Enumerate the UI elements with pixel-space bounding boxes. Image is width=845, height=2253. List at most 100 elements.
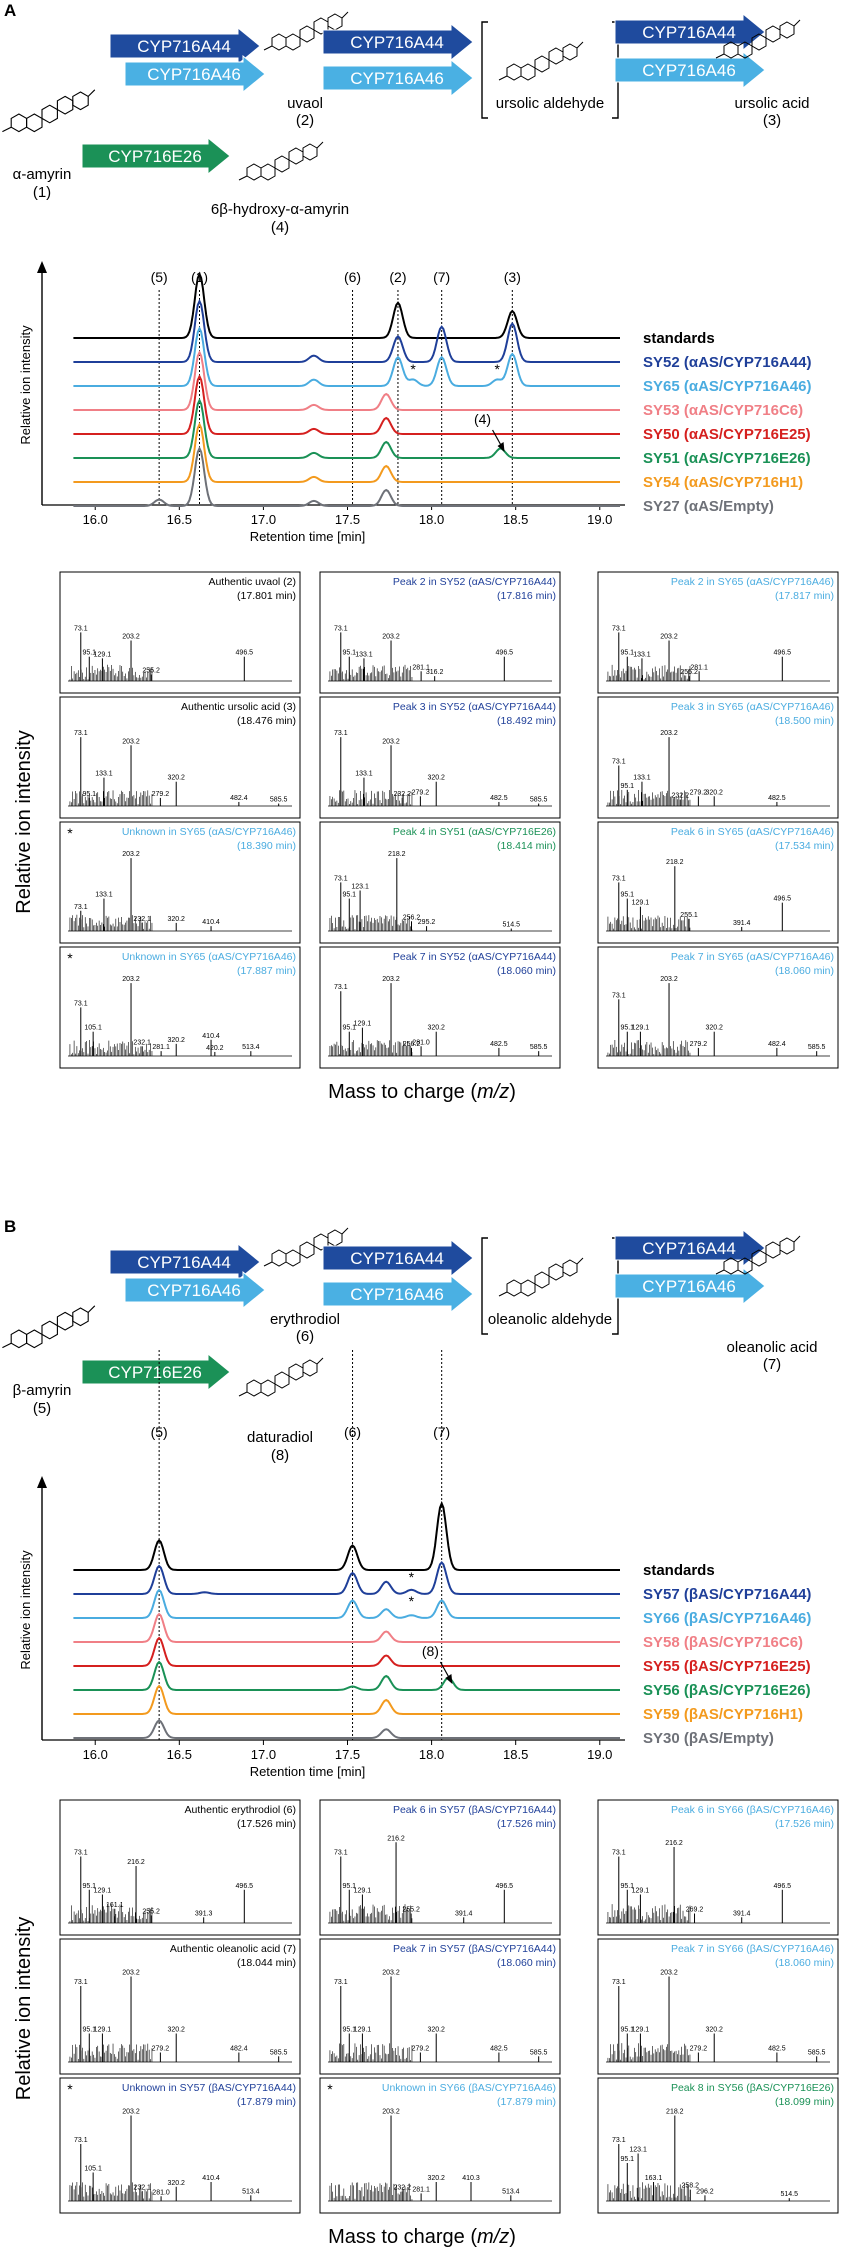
peak-label: 232.2 [671,793,689,800]
peak-label: 585.5 [270,2049,288,2056]
x-tick-label: 17.5 [335,512,360,527]
acid-structure [715,19,801,59]
peak-label: 203.2 [382,976,400,983]
peak-label: 410.4 [202,2175,220,2182]
peak-label: 420.2 [206,1045,224,1052]
peak-label: 105.1 [84,2166,102,2173]
x-axis-label: Mass to charge (m/z) [328,2226,516,2248]
mass-spectra: Authentic erythrodiol (6) (17.526 min) 73.… [13,1799,839,2248]
marker-label: (7) [433,269,450,285]
peak-label: 129.1 [632,2027,650,2034]
peak-label: 163.1 [645,2175,663,2182]
peak-label: 129.1 [632,1888,650,1895]
spectrum-title: Peak 6 in SY65 (αAS/CYP716A46) [671,826,834,838]
arrow-label: CYP716E26 [108,1363,202,1382]
asterisk: * [410,361,416,377]
marker-label: (7) [433,1424,450,1440]
chromatogram-trace [73,271,620,339]
spectrum-rt: (18.060 min) [775,965,834,977]
arrow-e26: CYP716E26 [81,1352,231,1392]
callout-label: (8) [422,1643,439,1659]
trace-label: SY27 (αAS/Empty) [643,498,774,515]
spectrum-title: Peak 7 in SY52 (αAS/CYP716A44) [393,951,556,963]
peak-label: 296.2 [696,2188,714,2195]
spectrum-panel: Authentic oleanolic acid (7) (18.044 min)… [59,1938,301,2075]
callout-arrowhead [445,1674,453,1684]
peak-label: 410.4 [202,919,220,926]
spectrum-rt: (17.534 min) [775,840,834,852]
peak-label: 216.2 [127,1859,145,1866]
reaction-scheme: Aα-amyrin(1) CYP716A44 CYP716A46 CYP716E26 u… [2,1,810,236]
x-tick-label: 18.0 [419,512,444,527]
peak-label: 320.2 [427,775,445,782]
arrow-a44-3: CYP716A44 [614,1228,766,1268]
peak-label: 95.1 [82,650,96,657]
peak-label: 95.1 [82,1883,96,1890]
peak-label: 129.1 [94,651,112,658]
peak-label: 95.1 [620,892,634,899]
chromatogram-trace [73,374,620,435]
peak-label: 216.2 [387,1835,405,1842]
acid-name: oleanolic acid [727,1339,818,1356]
peak-label: 279.2 [412,2046,430,2053]
arrow-a46: CYP716A46 [124,54,266,94]
alcohol-name: erythrodiol [270,1311,340,1328]
x-tick-label: 16.5 [167,1747,192,1762]
arrow-a44-3: CYP716A44 [614,12,766,52]
peak-label: 95.1 [342,650,356,657]
peak-label: 73.1 [74,1979,88,1986]
peak-label: 410.4 [202,1033,220,1040]
peak-label: 203.2 [122,2109,140,2116]
spectrum-rt: (18.060 min) [775,1957,834,1969]
trace-label: SY52 (αAS/CYP716A44) [643,354,811,371]
peak-label: 203.2 [660,976,678,983]
peak-label: 482.5 [490,795,508,802]
peak-label: 218.2 [388,851,406,858]
aldehyde-name: oleanolic aldehyde [488,1311,612,1328]
spectrum-rt: (18.500 min) [775,715,834,727]
peak-label: 585.5 [530,1044,548,1051]
peak-label: 73.1 [74,2137,88,2144]
spectrum-rt: (18.044 min) [237,1957,296,1969]
arrow-a44-2: CYP716A44 [322,1238,474,1278]
y-axis-label: Relative ion intensity [13,730,35,913]
chromatogram-trace [73,1612,620,1643]
peak-label: 133.1 [95,892,113,899]
spectrum-panel: Authentic erythrodiol (6) (17.526 min) 73.… [59,1799,301,1936]
peak-label: 203.2 [660,730,678,737]
peak-label: 95.1 [342,1883,356,1890]
spectrum-title: Peak 8 in SY56 (βAS/CYP716E26) [671,2082,834,2094]
bracket-left [481,21,488,119]
peak-label: 203.2 [382,738,400,745]
peak-label: 95.1 [620,783,634,790]
arrow-label: CYP716A44 [350,33,444,52]
peak-label: 279.2 [152,791,170,798]
peak-label: 218.2 [666,859,684,866]
peak-label: 255.2 [680,669,698,676]
peak-label: 73.1 [74,1850,88,1857]
marker-label: (5) [151,1424,168,1440]
arrow-label: CYP716A44 [642,23,736,42]
peak-label: 95.1 [82,791,96,798]
spectrum-title: Peak 3 in SY65 (αAS/CYP716A46) [671,701,834,713]
trace-label: SY56 (βAS/CYP716E26) [643,1682,811,1699]
marker-label: (6) [344,269,361,285]
peak-label: 269.2 [686,1907,704,1914]
peak-label: 203.2 [122,738,140,745]
trace-label: SY59 (βAS/CYP716H1) [643,1706,803,1723]
marker-label: (6) [344,1424,361,1440]
peak-label: 320.2 [167,775,185,782]
peak-label: 203.2 [382,634,400,641]
aldehyde-name: ursolic aldehyde [496,95,604,112]
peak-label: 95.1 [620,650,634,657]
arrow-label: CYP716A46 [642,1277,736,1296]
arrow-label: CYP716A44 [137,1253,231,1272]
trace-label: SY58 (βAS/CYP716C6) [643,1634,803,1651]
peak-label: 73.1 [612,2137,626,2144]
spectrum-rt: (17.879 min) [237,2096,296,2108]
spectrum-panel: Unknown in SY66 (βAS/CYP716A46) (17.879 m… [319,2077,561,2214]
peak-label: 320.2 [167,1037,185,1044]
peak-label: 320.2 [705,2027,723,2034]
spectrum-panel: Peak 7 in SY65 (αAS/CYP716A46) (18.060 mi… [597,946,839,1069]
